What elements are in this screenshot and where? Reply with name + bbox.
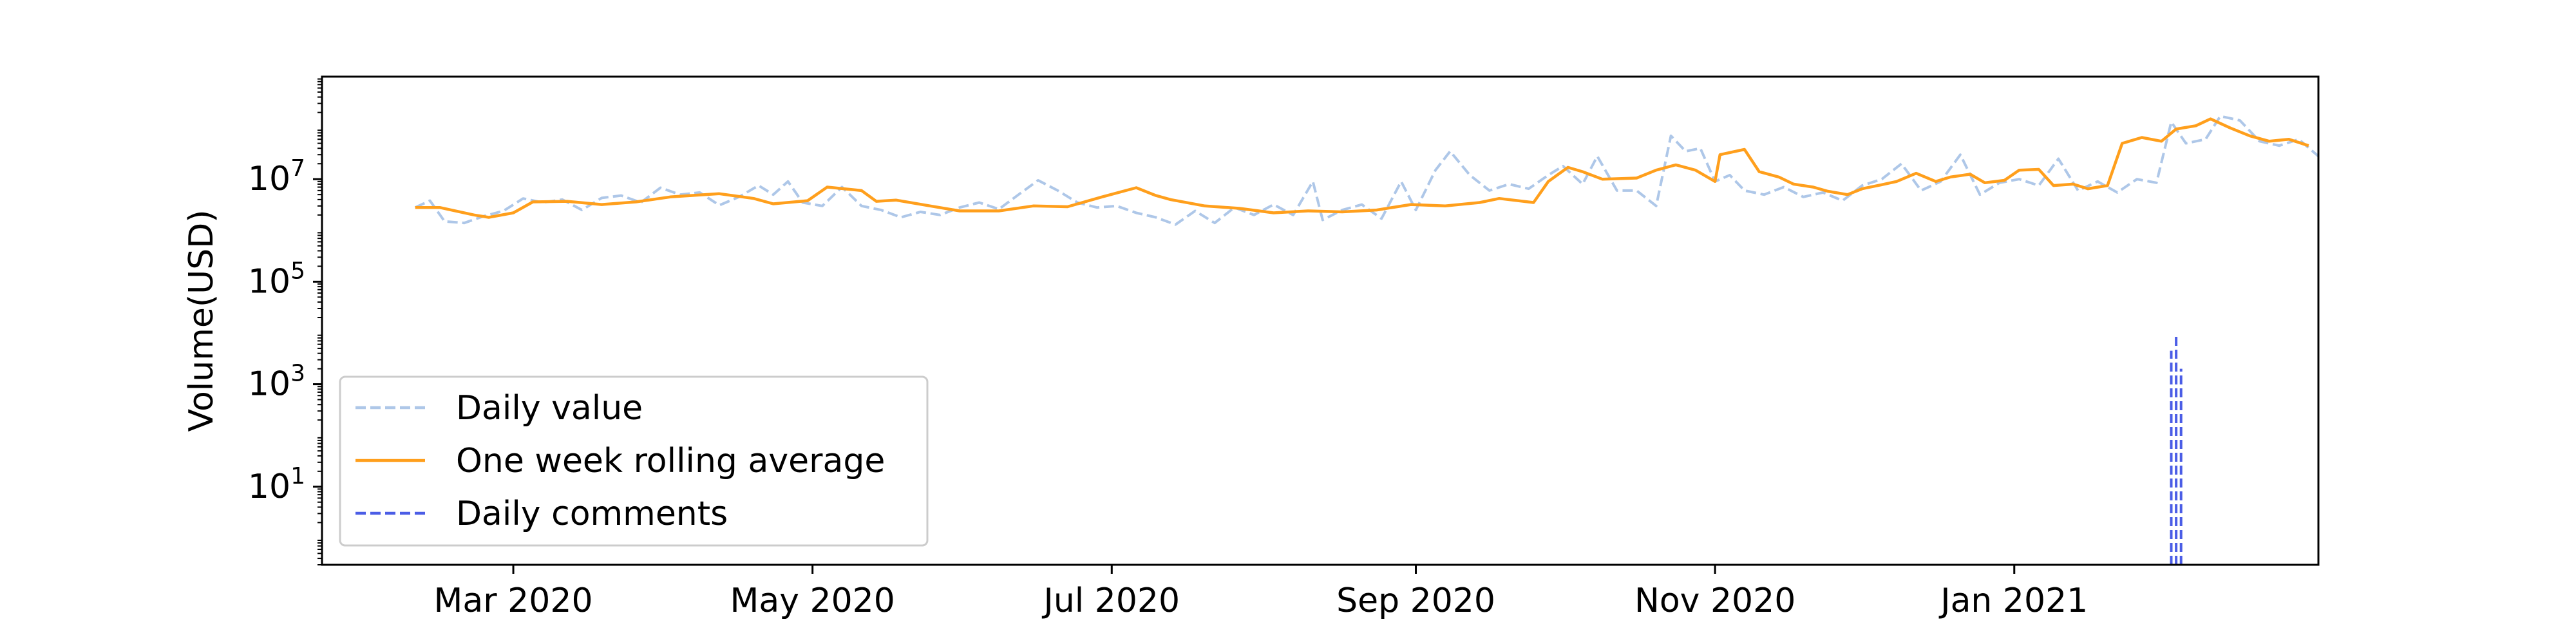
daily-value-legend-label: Daily value [456, 389, 643, 428]
x-tick-label-5: Jan 2021 [1938, 582, 2088, 620]
x-axis: Mar 2020 May 2020 Jul 2020 Sep 2020 Nov 2020… [434, 565, 2088, 620]
y-axis: 101 103 105 107 [248, 78, 322, 565]
legend: Daily value One week rolling average Daily… [339, 375, 929, 547]
x-tick-label-0: Mar 2020 [434, 582, 593, 620]
y-tick-label-3: 107 [248, 155, 305, 198]
legend-frame [339, 375, 929, 547]
y-tick-label-2: 105 [248, 258, 305, 301]
y-axis-label: Volume(USD) [182, 209, 221, 431]
y-tick-label-1: 103 [248, 361, 305, 404]
x-tick-label-4: Nov 2020 [1634, 582, 1795, 620]
plot-frame [321, 75, 2320, 566]
x-tick-label-3: Sep 2020 [1336, 582, 1495, 620]
one-week-rolling-average-line [415, 117, 2309, 219]
one-week-rolling-average-legend-label: One week rolling average [456, 442, 885, 480]
x-tick-label-2: Jul 2020 [1041, 582, 1180, 620]
x-tick-label-1: May 2020 [730, 582, 895, 620]
series-layer [414, 115, 2318, 565]
daily-comments-legend-label: Daily comments [456, 495, 728, 533]
y-tick-label-0: 101 [248, 463, 305, 506]
